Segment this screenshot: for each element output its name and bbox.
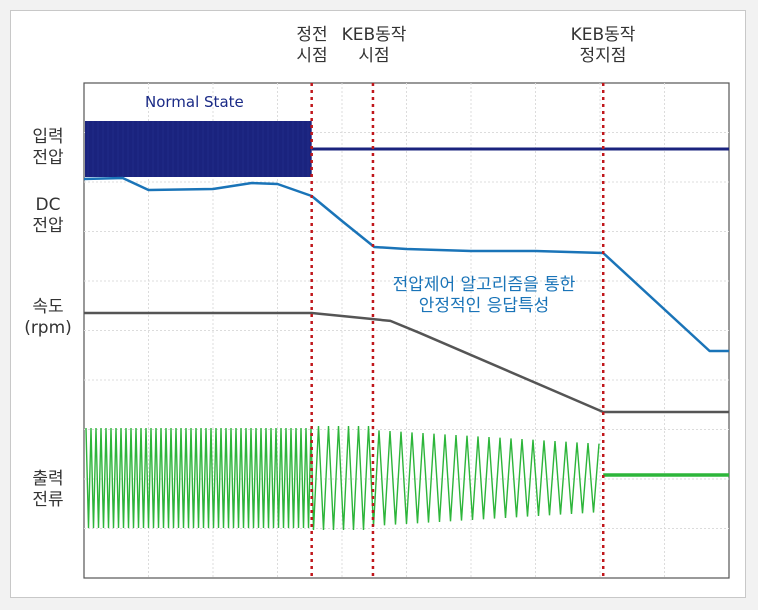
output-current-wave <box>85 425 600 531</box>
event-label-power-outage: 정전 시점 <box>296 25 328 66</box>
lane-label-output-current: 출력 전류 <box>32 469 64 510</box>
chart-frame: 정전 시점 KEB동작 시점 KEB동작 정지점 입력 전압 DC 전압 속도 … <box>10 10 746 598</box>
event-label-keb-start: KEB동작 시점 <box>341 25 407 66</box>
lane-label-dc-voltage: DC 전압 <box>32 195 64 236</box>
input-voltage-band <box>85 121 312 177</box>
chart-svg <box>83 82 730 579</box>
lane-label-input-voltage: 입력 전압 <box>32 127 64 168</box>
event-label-keb-stop: KEB동작 정지점 <box>570 25 636 66</box>
normal-state-label: Normal State <box>145 93 244 111</box>
lane-label-speed: 속도 (rpm) <box>24 297 72 338</box>
algorithm-annotation: 전압제어 알고리즘을 통한 안정적인 응답특성 <box>392 275 576 316</box>
dc-voltage-line <box>83 176 729 353</box>
